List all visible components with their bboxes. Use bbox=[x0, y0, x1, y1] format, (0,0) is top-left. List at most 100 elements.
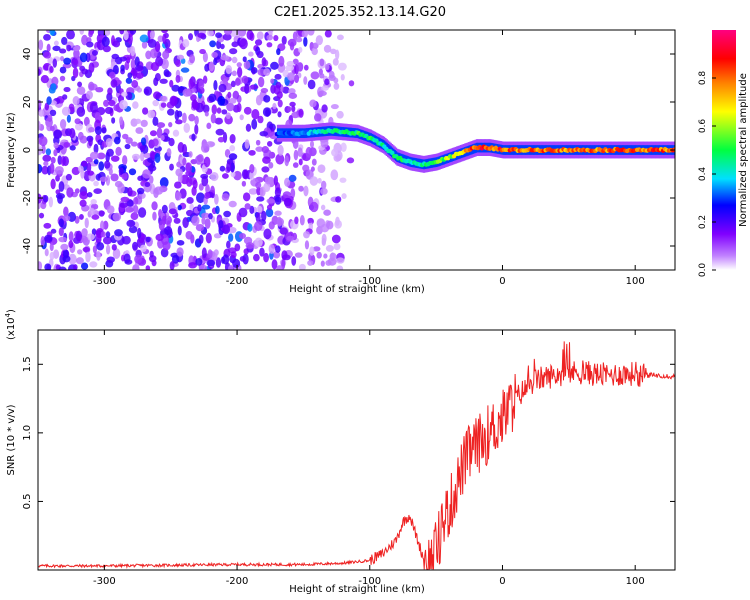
spectrogram-noise-blob bbox=[229, 48, 238, 55]
spectrogram-noise-blob bbox=[98, 161, 105, 171]
spectrogram-noise-blob bbox=[244, 83, 250, 94]
snr-panel: -300 -200 -100 0 100 0.5 1.0 1.5 Height of str… bbox=[4, 309, 676, 595]
spectrogram-noise-blob bbox=[245, 242, 255, 249]
spectrogram-noise-blob bbox=[220, 54, 230, 61]
spectrogram-noise-blob bbox=[96, 242, 105, 251]
spectrogram-track-point bbox=[390, 150, 395, 156]
spectrogram-noise-blob bbox=[126, 199, 134, 207]
spectrogram-noise-blob bbox=[229, 145, 236, 152]
spectrogram-noise-blob bbox=[108, 168, 113, 176]
spectrogram-noise-blob bbox=[197, 32, 206, 39]
spectrogram-noise-blob bbox=[324, 78, 330, 86]
spectrogram-noise-blob bbox=[107, 87, 113, 96]
spectrogram-noise-blob bbox=[157, 35, 164, 43]
spectrogram-noise-blob bbox=[314, 113, 322, 122]
spectrogram-noise-blob bbox=[122, 155, 128, 166]
spectrogram-noise-blob bbox=[172, 129, 180, 137]
spectrogram-y-ticks: -40 -20 0 20 40 bbox=[22, 48, 675, 254]
spectrogram-noise-blob bbox=[217, 136, 225, 143]
spectrogram-noise-blob bbox=[249, 164, 255, 174]
spectrogram-noise-blob bbox=[274, 196, 282, 205]
spectrogram-noise-blob bbox=[93, 180, 99, 187]
spectrogram-noise-blob bbox=[155, 233, 164, 242]
spectrogram-noise-blob bbox=[229, 97, 237, 104]
spectrogram-noise-blob bbox=[246, 30, 254, 40]
snr-scale-close: ) bbox=[6, 309, 17, 313]
spectrogram-noise-blob bbox=[188, 113, 196, 122]
spectrogram-noise-blob bbox=[320, 260, 325, 267]
spectrogram-noise-blob bbox=[325, 259, 332, 266]
spectrogram-noise-blob bbox=[128, 225, 138, 234]
spectrogram-noise-blob bbox=[63, 87, 71, 93]
snr-x-label: Height of straight line (km) bbox=[289, 584, 425, 595]
spectrogram-noise-blob bbox=[291, 256, 297, 266]
spectrogram-noise-blob bbox=[175, 59, 181, 67]
spectrogram-noise-blob bbox=[40, 236, 46, 247]
spectrogram-noise-blob bbox=[132, 68, 137, 79]
spectrogram-noise-blob bbox=[261, 210, 267, 222]
spectrogram-noise-blob bbox=[144, 181, 151, 188]
spectrogram-noise-blob bbox=[213, 233, 222, 239]
spectrogram-noise-blob bbox=[199, 49, 206, 55]
spectrogram-noise-blob bbox=[335, 216, 340, 226]
spectrogram-noise-blob bbox=[331, 148, 339, 157]
spectrogram-noise-blob bbox=[123, 30, 129, 41]
spectrogram-noise-blob bbox=[247, 223, 253, 232]
spectrogram-noise-blob bbox=[241, 75, 249, 84]
spectrogram-noise-blob bbox=[320, 138, 329, 148]
spectrogram-noise-blob bbox=[99, 176, 109, 182]
spectrogram-noise-blob bbox=[105, 137, 113, 147]
spectrogram-noise-blob bbox=[238, 207, 248, 218]
snr-y-label: SNR (10 * v/v) bbox=[6, 404, 17, 475]
spectrogram-noise-blob bbox=[266, 34, 274, 41]
spectrogram-noise-blob bbox=[233, 170, 242, 181]
spectrogram-noise-blob bbox=[53, 149, 58, 157]
spectrogram-noise-blob bbox=[266, 198, 275, 204]
snr-scale-exponent: 4 bbox=[4, 312, 12, 317]
spectrogram-noise-blob bbox=[110, 79, 118, 88]
spectrogram-noise-blob bbox=[153, 77, 159, 87]
spectrogram-noise-blob bbox=[93, 188, 103, 194]
spectrogram-noise-blob bbox=[218, 219, 224, 229]
spectrogram-noise-blob bbox=[303, 36, 308, 47]
spectrogram-noise-blob bbox=[330, 169, 339, 181]
spectrogram-noise-blob bbox=[330, 104, 339, 110]
spectrogram-noise-blob bbox=[284, 177, 291, 187]
spectrogram-noise-blob bbox=[232, 90, 240, 100]
spectrogram-noise-blob bbox=[228, 264, 234, 270]
spectrogram-noise-blob bbox=[307, 260, 314, 266]
colorbar-label: Normalized spectral amplitude bbox=[738, 73, 749, 227]
spectrogram-noise-blob bbox=[189, 54, 196, 64]
spectrogram-noise-blob bbox=[59, 119, 67, 130]
spectrogram-noise-blob bbox=[77, 249, 83, 255]
spectrogram-noise-blob bbox=[152, 116, 159, 127]
spectrogram-noise-blob bbox=[191, 133, 196, 142]
spectrogram-noise-blob bbox=[83, 116, 90, 127]
spectrogram-noise-blob bbox=[298, 185, 304, 192]
spectrogram-noise-blob bbox=[265, 208, 274, 218]
spectrogram-x-tick-label: 100 bbox=[626, 276, 645, 287]
spectrogram-noise-blob bbox=[223, 210, 232, 218]
spectrogram-signal-track bbox=[274, 122, 675, 173]
spectrogram-noise-blob bbox=[273, 250, 281, 259]
spectrogram-noise-blob bbox=[297, 147, 303, 158]
spectrogram-noise-blob bbox=[72, 45, 80, 52]
spectrogram-noise-blob bbox=[80, 235, 88, 243]
spectrogram-noise-blob bbox=[260, 87, 269, 94]
spectrogram-noise-blob bbox=[330, 48, 337, 55]
spectrogram-noise-blob bbox=[131, 80, 139, 88]
spectrogram-noise-blob bbox=[262, 107, 272, 117]
spectrogram-noise-blob bbox=[316, 218, 326, 228]
spectrogram-noise-blob bbox=[38, 261, 43, 270]
spectrogram-noise-blob bbox=[135, 72, 144, 79]
spectrogram-noise-blob bbox=[276, 265, 284, 270]
spectrogram-noise-blob bbox=[182, 88, 192, 97]
spectrogram-noise-blob bbox=[263, 94, 271, 103]
spectrogram-noise-blob bbox=[134, 65, 144, 72]
spectrogram-noise-blob bbox=[255, 146, 264, 152]
spectrogram-noise-blob bbox=[90, 199, 97, 205]
spectrogram-noise-blob bbox=[286, 235, 295, 241]
spectrogram-noise-blob bbox=[232, 258, 241, 269]
spectrogram-noise-blob bbox=[182, 39, 190, 48]
spectrogram-noise-blob bbox=[302, 164, 310, 172]
